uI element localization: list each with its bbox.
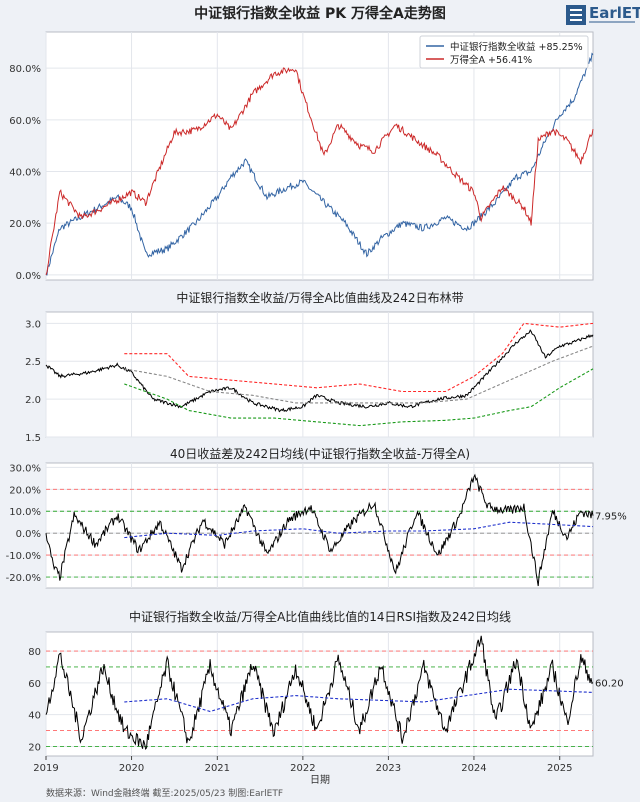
- x-tick-label: 2023: [376, 763, 401, 774]
- chart-title: 中证银行指数全收益/万得全A比值曲线及242日布林带: [176, 290, 463, 305]
- y-tick-label: 20.0%: [9, 485, 41, 496]
- logo-text: EarlETF: [589, 4, 640, 22]
- y-tick-label: 80: [28, 647, 41, 658]
- y-tick-label: 40: [28, 711, 41, 722]
- chart-title: 中证银行指数全收益 PK 万得全A走势图: [194, 5, 446, 22]
- series-line-upper: [124, 322, 594, 393]
- x-tick-label: 2019: [33, 763, 58, 774]
- y-tick-label: 3.0: [25, 319, 41, 330]
- series-line-万得全A: [45, 67, 594, 275]
- y-tick-label: 60.0%: [9, 116, 41, 127]
- x-tick-label: 2021: [205, 763, 230, 774]
- y-tick-label: -10.0%: [6, 551, 41, 562]
- y-tick-label: 40.0%: [9, 168, 41, 179]
- series-line-ma242: [124, 688, 593, 713]
- series-line-rsi14: [45, 635, 594, 750]
- x-tick-label: 2022: [290, 763, 315, 774]
- y-tick-label: 20.0%: [9, 219, 41, 230]
- plot-area: [45, 31, 594, 281]
- series-line-ma242: [124, 521, 594, 539]
- earletf-logo: EarlETF: [566, 4, 640, 26]
- plot-area: [45, 462, 594, 589]
- source-note: 数据来源：Wind金融终端 截至:2025/05/23 制图:EarlETF: [46, 787, 283, 799]
- chart-title: 40日收益差及242日均线(中证银行指数全收益-万得全A): [170, 446, 470, 461]
- series-line-中证银行指数全收益: [45, 52, 594, 276]
- y-tick-label: 30.0%: [9, 463, 41, 474]
- legend: [419, 35, 589, 69]
- chart-title: 中证银行指数全收益/万得全A比值曲线比值的14日RSI指数及242日均线: [129, 609, 511, 624]
- series-line-ratio: [45, 329, 594, 413]
- y-tick-label: 0.0%: [16, 271, 41, 282]
- y-tick-label: 20: [28, 742, 41, 753]
- x-tick-label: 2024: [461, 763, 486, 774]
- legend-label: 万得全A +56.41%: [450, 54, 532, 66]
- y-tick-label: 80.0%: [9, 64, 41, 75]
- y-tick-label: 10.0%: [9, 507, 41, 518]
- x-axis-label: 日期: [310, 774, 330, 786]
- series-line-diff40: [45, 473, 594, 587]
- y-tick-label: -20.0%: [6, 573, 41, 584]
- y-tick-label: 1.5: [25, 433, 41, 444]
- legend-label: 中证银行指数全收益 +85.25%: [450, 41, 583, 53]
- y-tick-label: 2.5: [25, 357, 41, 368]
- end-value-label: 60.20: [595, 679, 624, 690]
- y-tick-label: 2.0: [25, 395, 41, 406]
- series-line-lower: [124, 368, 594, 427]
- plot-area: [45, 311, 594, 438]
- y-tick-label: 0.0%: [16, 529, 41, 540]
- x-tick-label: 2020: [119, 763, 144, 774]
- logo-icon: [566, 5, 586, 25]
- y-tick-label: 60: [28, 679, 41, 690]
- series-line-middle: [124, 345, 594, 404]
- x-tick-label: 2025: [547, 763, 572, 774]
- end-value-label: 7.95%: [595, 512, 627, 523]
